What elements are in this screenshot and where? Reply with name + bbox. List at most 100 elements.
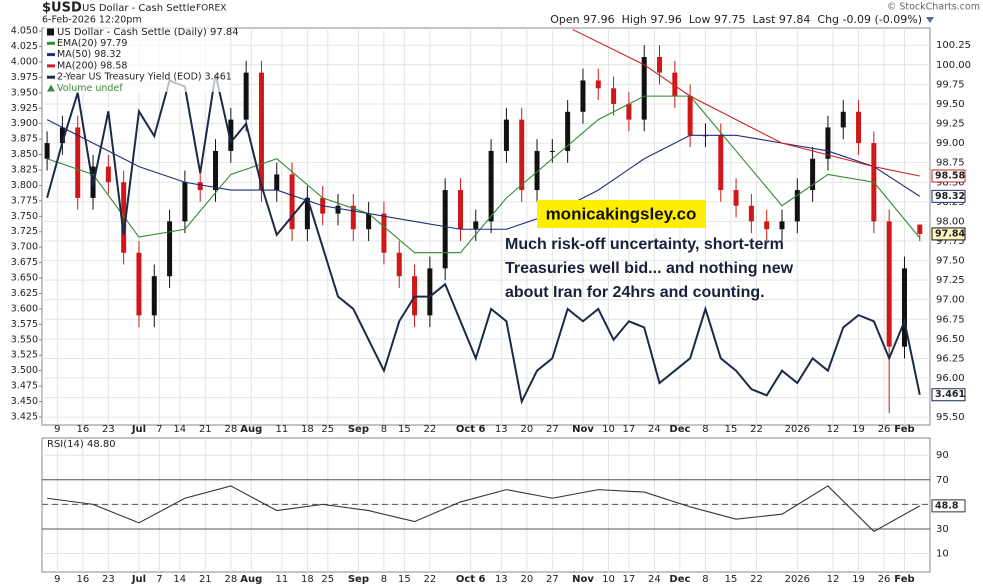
legend-label: 2-Year US Treasury Yield (EOD) 3.461	[57, 72, 232, 83]
y2-tick-label: 3.750	[11, 211, 38, 222]
x-tick-label: 24	[648, 424, 661, 435]
y2-tick-label: 3.575	[11, 319, 38, 330]
y2-tick-label: 3.975	[11, 72, 38, 83]
x-tick-label: 16	[76, 574, 89, 585]
y2-tick-label: 3.775	[11, 195, 38, 206]
x-tick-label: 21	[199, 424, 212, 435]
candle-body	[611, 88, 617, 104]
candle-body	[519, 119, 525, 191]
y-tick-label: 96.25	[936, 353, 965, 364]
legend-label: Volume undef	[57, 83, 123, 94]
last-value: 97.84	[935, 228, 965, 239]
y-tick-label: 99.75	[936, 79, 965, 90]
legend-label: MA(50) 98.32	[57, 49, 121, 60]
x-tick-label: 12	[827, 574, 840, 585]
y-tick-label: 97.00	[936, 295, 965, 306]
symbol: $USD	[42, 1, 82, 16]
candle-body	[151, 276, 157, 316]
x-tick-label: Oct 6	[456, 574, 486, 585]
y-tick-label: 99.25	[936, 119, 965, 130]
candle-body	[167, 221, 173, 277]
candle-body	[304, 197, 310, 230]
x-tick-label: 15	[398, 424, 411, 435]
candle-body	[687, 96, 693, 136]
x-tick-label: 8	[702, 424, 708, 435]
y2-tick-label: 3.950	[11, 87, 38, 98]
x-tick-label: 2026	[785, 424, 810, 435]
x-tick-label: 27	[546, 424, 559, 435]
x-tick-label: 26	[878, 574, 891, 585]
x-tick-label: Nov	[572, 424, 594, 435]
candle-body	[44, 143, 50, 159]
candle-body	[580, 80, 586, 112]
x-tick-label: 11	[275, 574, 288, 585]
candle-body	[289, 174, 295, 230]
y2-tick-label: 3.675	[11, 257, 38, 268]
y-tick-label: 70	[936, 475, 949, 486]
x-tick-label: 2026	[785, 574, 810, 585]
x-tick-label: 10	[602, 574, 615, 585]
x-tick-label: 24	[648, 574, 661, 585]
y2-tick-label: 3.825	[11, 165, 38, 176]
y-tick-label: 97.75	[936, 236, 965, 247]
candle-body	[672, 72, 678, 97]
badge-box	[537, 200, 706, 228]
x-tick-label: 9	[54, 574, 60, 585]
quote-arrow[interactable]	[926, 17, 934, 23]
x-tick-label: 22	[750, 424, 763, 435]
badge: monicakingsley.co	[546, 204, 697, 223]
candle-body	[626, 103, 632, 120]
y2-tick-label: 3.900	[11, 118, 38, 129]
plot-area	[42, 28, 930, 425]
plot-area	[47, 485, 921, 533]
x-tick-label: 21	[199, 574, 212, 585]
candle-body	[75, 127, 81, 198]
x-tick-label: 22	[750, 574, 763, 585]
x-tick-label: 8	[702, 574, 708, 585]
y2-tick-label: 3.625	[11, 288, 38, 299]
x-tick-label: Sep	[348, 574, 369, 585]
x-tick-label: 22	[423, 424, 436, 435]
symbol-name: US Dollar - Cash Settle	[82, 3, 196, 14]
x-tick-label: 17	[623, 424, 636, 435]
x-tick-label: 8	[381, 424, 387, 435]
x-tick-label: 23	[102, 424, 115, 435]
x-tick-label: 26	[878, 424, 891, 435]
y2-tick-label: 3.800	[11, 180, 38, 191]
candle-body	[917, 224, 923, 234]
candle-body	[886, 221, 892, 347]
x-tick-label: 17	[623, 574, 636, 585]
candle-body	[59, 127, 65, 144]
x-tick-label: 8	[381, 574, 387, 585]
y2-tick-label: 3.525	[11, 350, 38, 361]
x-tick-label: 25	[321, 574, 334, 585]
candle-body	[641, 56, 647, 120]
x-tick-label: 14	[173, 424, 186, 435]
date: 6-Feb-2026 12:20pm	[42, 15, 142, 26]
candle-body	[856, 111, 862, 144]
y-tick-label: 99.50	[936, 99, 965, 110]
rsi-panel	[41, 437, 931, 573]
note-line: Much risk-off uncertainty, short-term	[505, 236, 784, 253]
y-tick-label: 95.50	[936, 412, 965, 423]
x-tick-label: 18	[301, 424, 314, 435]
candle-body	[503, 119, 509, 151]
candle-body	[366, 213, 372, 230]
x-tick-label: Jul	[131, 574, 146, 585]
y-tick-label: 98.75	[936, 158, 965, 169]
y2-tick-label: 4.050	[11, 26, 38, 37]
x-tick-label: Aug	[240, 574, 262, 585]
candle-body	[718, 135, 724, 191]
last-value-box	[931, 169, 966, 183]
candle-body	[442, 190, 448, 269]
candle-body	[136, 252, 142, 316]
x-tick-label: 20	[520, 574, 533, 585]
y-tick-label: 90	[936, 450, 949, 461]
last-value: 98.58	[935, 170, 965, 181]
x-tick-label: Sep	[348, 424, 369, 435]
y-tick-label: 96.00	[936, 373, 965, 384]
x-tick-label: 27	[546, 574, 559, 585]
y2-tick-label: 3.650	[11, 273, 38, 284]
overlay-line	[572, 29, 920, 177]
y-tick-label: 96.50	[936, 334, 965, 345]
